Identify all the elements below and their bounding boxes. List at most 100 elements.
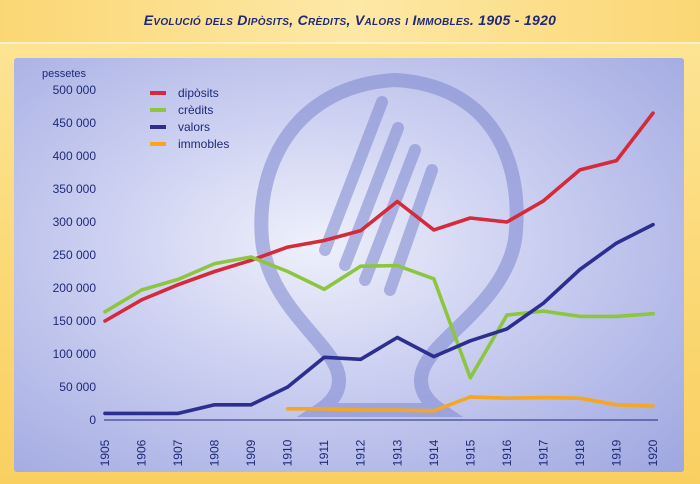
data-point xyxy=(359,264,363,268)
data-point xyxy=(505,220,509,224)
y-tick-label: 250 000 xyxy=(53,248,97,262)
data-point xyxy=(432,228,436,232)
y-tick-label: 150 000 xyxy=(53,314,97,328)
data-point xyxy=(286,407,290,411)
data-point xyxy=(541,199,546,203)
data-point xyxy=(468,395,472,399)
data-point xyxy=(286,385,290,389)
data-point xyxy=(614,159,619,163)
data-point xyxy=(505,313,509,317)
y-tick-label: 300 000 xyxy=(53,215,97,229)
chart-title: Evolució dels Dipòsits, Crèdits, Valors … xyxy=(143,12,557,28)
data-point xyxy=(395,408,399,412)
data-point xyxy=(213,269,217,274)
y-tick-label: 350 000 xyxy=(53,182,97,196)
series-line-crèdits xyxy=(103,255,655,380)
data-point xyxy=(578,168,582,172)
data-point xyxy=(213,403,217,407)
x-tick-label: 1913 xyxy=(390,439,404,466)
data-point xyxy=(213,261,217,266)
x-tick-label: 1915 xyxy=(463,439,477,466)
x-tick-label: 1916 xyxy=(500,439,514,466)
series-line-dipòsits xyxy=(103,111,655,323)
x-tick-label: 1914 xyxy=(427,439,441,466)
y-tick-label: 0 xyxy=(89,413,96,427)
data-point xyxy=(249,255,253,259)
x-tick-label: 1919 xyxy=(609,439,623,466)
y-tick-label: 400 000 xyxy=(53,149,97,163)
data-point xyxy=(139,288,144,292)
x-tick-label: 1920 xyxy=(646,439,660,466)
x-tick-label: 1917 xyxy=(536,439,550,466)
data-point xyxy=(249,403,253,407)
data-point xyxy=(541,301,546,305)
data-point xyxy=(505,327,509,331)
data-point xyxy=(468,376,472,380)
legend-label: valors xyxy=(178,120,210,134)
y-axis: 0 50 000 100 000 150 000 200 000 250 000 300 0… xyxy=(53,83,97,427)
data-point xyxy=(578,267,582,272)
x-tick-label: 1905 xyxy=(98,439,112,466)
data-point xyxy=(541,309,546,313)
data-point xyxy=(614,403,619,407)
data-point xyxy=(614,314,619,318)
data-point xyxy=(395,263,399,268)
data-point xyxy=(176,411,180,415)
title-bar xyxy=(0,0,700,44)
data-point xyxy=(651,111,655,115)
legend-label: immobles xyxy=(178,137,229,151)
data-point xyxy=(578,396,582,400)
data-point xyxy=(651,223,655,227)
data-point xyxy=(176,277,180,282)
data-point xyxy=(468,339,472,343)
data-point xyxy=(359,357,363,361)
data-point xyxy=(249,258,253,262)
data-point xyxy=(103,310,107,314)
y-tick-label: 100 000 xyxy=(53,347,97,361)
x-tick-label: 1912 xyxy=(354,439,368,466)
data-point xyxy=(651,312,655,316)
x-tick-label: 1908 xyxy=(208,439,222,466)
legend-label: dipòsits xyxy=(178,86,219,100)
data-point xyxy=(139,411,144,415)
y-tick-label: 200 000 xyxy=(53,281,97,295)
y-axis-label: pessetes xyxy=(42,68,87,80)
data-point xyxy=(468,216,472,220)
data-point xyxy=(432,355,436,359)
data-point xyxy=(322,407,326,411)
y-tick-label: 450 000 xyxy=(53,116,97,130)
y-tick-label: 500 000 xyxy=(53,83,97,97)
x-tick-label: 1909 xyxy=(244,439,258,466)
data-point xyxy=(578,314,582,318)
data-point xyxy=(286,269,290,274)
legend: dipòsits crèdits valors immobles xyxy=(150,86,229,151)
data-point xyxy=(322,238,326,243)
x-tick-label: 1906 xyxy=(135,439,149,466)
y-tick-label: 50 000 xyxy=(59,380,96,394)
x-tick-label: 1918 xyxy=(573,439,587,466)
x-tick-label: 1910 xyxy=(281,439,295,466)
data-point xyxy=(359,228,363,233)
data-point xyxy=(541,395,546,400)
data-point xyxy=(139,298,144,302)
series-line-valors xyxy=(103,222,655,416)
data-point xyxy=(651,404,655,408)
data-point xyxy=(395,335,399,340)
data-point xyxy=(432,409,436,413)
series-group xyxy=(103,111,655,416)
data-point xyxy=(103,411,107,415)
data-point xyxy=(286,245,290,249)
x-axis: 1905 1906 1907 1908 1909 1910 1911 1912 1913 1914… xyxy=(98,439,660,466)
data-point xyxy=(614,241,619,245)
data-point xyxy=(103,319,107,323)
data-point xyxy=(395,199,399,204)
data-point xyxy=(505,396,509,400)
data-point xyxy=(432,277,436,281)
data-point xyxy=(322,355,326,359)
legend-label: crèdits xyxy=(178,103,213,117)
x-tick-label: 1907 xyxy=(171,439,185,466)
x-tick-label: 1911 xyxy=(317,440,331,466)
data-point xyxy=(359,408,363,412)
data-point xyxy=(176,283,180,287)
